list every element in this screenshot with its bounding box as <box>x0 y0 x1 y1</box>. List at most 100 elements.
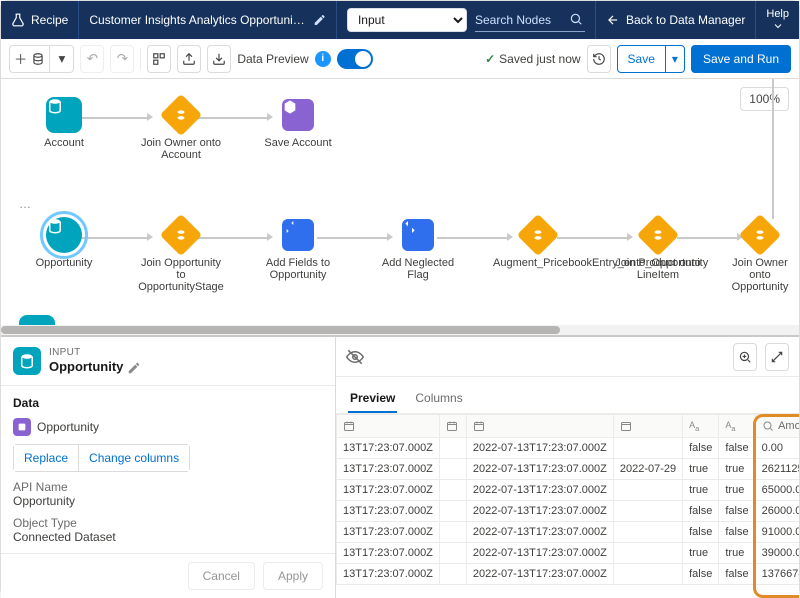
table-row[interactable]: 13T17:23:07.000Z 2022-07-13T17:23:07.000Z… <box>337 437 800 458</box>
cell: 65000.00 <box>755 479 799 500</box>
cell: 2022-07-29 <box>613 458 682 479</box>
apply-button[interactable]: Apply <box>263 562 323 590</box>
cell: false <box>719 521 755 542</box>
node-opportunity[interactable]: Opportunity <box>19 217 109 269</box>
zoom-icon <box>738 350 752 364</box>
preview-tabs: Preview Columns <box>336 377 799 414</box>
object-label: Opportunity <box>37 420 99 434</box>
cell: 39000.00 <box>755 542 799 563</box>
node-augment-pricebook[interactable]: Augment_PricebookEntry_onto_Opportunity <box>493 217 583 269</box>
table-row[interactable]: 13T17:23:07.000Z2022-07-13T17:23:07.000Z… <box>337 479 800 500</box>
node-account[interactable]: Account <box>19 97 109 149</box>
cell: 2022-07-13T17:23:07.000Z <box>466 437 613 458</box>
replace-button[interactable]: Replace <box>14 445 79 471</box>
cell: 2022-07-13T17:23:07.000Z <box>466 521 613 542</box>
cell: true <box>719 479 755 500</box>
table-row[interactable]: 13T17:23:07.000Z2022-07-13T17:23:07.000Z… <box>337 521 800 542</box>
canvas[interactable]: 100% Account Join Owner onto Account Sav… <box>1 79 799 337</box>
node-add-neglected[interactable]: Add Neglected Flag <box>373 217 463 281</box>
add-node-menu-button[interactable]: ▾ <box>50 45 74 73</box>
node-join-product[interactable]: Join Product onto LineItem <box>613 217 703 281</box>
cancel-button[interactable]: Cancel <box>188 562 255 590</box>
column-header[interactable] <box>439 415 466 438</box>
import-button[interactable] <box>207 45 231 73</box>
table-row[interactable]: 13T17:23:07.000Z 2022-07-13T17:23:07.000Z… <box>337 500 800 521</box>
tab-columns[interactable]: Columns <box>413 385 464 413</box>
node-label: Save Account <box>253 137 343 149</box>
layout-button[interactable] <box>147 45 171 73</box>
history-button[interactable] <box>587 45 611 73</box>
tab-preview[interactable]: Preview <box>348 385 397 413</box>
details-footer: Cancel Apply <box>1 553 335 598</box>
output-icon <box>282 99 298 115</box>
search-wrap <box>475 8 585 32</box>
cell: false <box>683 500 719 521</box>
preview-toggle[interactable] <box>337 49 373 69</box>
expand-button[interactable] <box>765 343 789 371</box>
cell <box>439 458 466 479</box>
cell: true <box>683 542 719 563</box>
canvas-scrollbar[interactable] <box>1 325 799 335</box>
edit-title-icon[interactable] <box>313 13 326 27</box>
cell: 0.00 <box>755 437 799 458</box>
data-preview-label: Data Preview <box>237 52 308 66</box>
object-mini-icon <box>13 418 31 436</box>
cell: 2022-07-13T17:23:07.000Z <box>466 500 613 521</box>
cell <box>439 500 466 521</box>
table-row[interactable]: 13T17:23:07.000Z2022-07-13T17:23:07.000Z… <box>337 563 800 584</box>
change-columns-button[interactable]: Change columns <box>79 445 189 471</box>
help-cell[interactable]: Help <box>756 1 799 39</box>
cell <box>439 563 466 584</box>
visibility-icon[interactable] <box>346 348 364 366</box>
check-icon: ✓ <box>485 52 495 66</box>
cell <box>439 479 466 500</box>
export-button[interactable] <box>177 45 201 73</box>
column-header[interactable] <box>337 415 440 438</box>
zoom-indicator[interactable]: 100% <box>740 87 789 111</box>
node-label: Account <box>19 137 109 149</box>
object-type-key: Object Type <box>13 516 323 530</box>
node-type-select[interactable]: Input <box>347 8 467 32</box>
cell: 13T17:23:07.000Z <box>337 479 440 500</box>
cell: 2022-07-13T17:23:07.000Z <box>466 458 613 479</box>
node-picker-cell: Input <box>337 1 596 39</box>
node-join-owner-opp[interactable]: Join Owner onto Opportunity <box>721 217 799 293</box>
info-icon[interactable]: i <box>315 51 331 67</box>
node-join-opp-stage[interactable]: Join Opportunity to OpportunityStage <box>136 217 226 293</box>
data-section-title: Data <box>13 396 323 410</box>
table-row[interactable]: 13T17:23:07.000Z2022-07-13T17:23:07.000Z… <box>337 458 800 479</box>
edit-name-icon[interactable] <box>127 361 141 375</box>
search-icon <box>569 12 583 26</box>
cell: false <box>683 437 719 458</box>
add-node-button[interactable]: ＋ <box>9 45 50 73</box>
table-row[interactable]: 13T17:23:07.000Z2022-07-13T17:23:07.000Z… <box>337 542 800 563</box>
flask-icon <box>11 13 25 27</box>
cell: 13T17:23:07.000Z <box>337 500 440 521</box>
redo-button[interactable]: ↷ <box>110 45 134 73</box>
column-header[interactable] <box>613 415 682 438</box>
undo-button[interactable]: ↶ <box>80 45 104 73</box>
column-header[interactable] <box>466 415 613 438</box>
join-icon <box>174 108 188 122</box>
save-button[interactable]: Save <box>617 45 666 73</box>
node-save-account[interactable]: Save Account <box>253 97 343 149</box>
cell: 13T17:23:07.000Z <box>337 437 440 458</box>
preview-toolbar <box>336 337 799 377</box>
cell: true <box>719 542 755 563</box>
node-join-owner-account[interactable]: Join Owner onto Account <box>136 97 226 161</box>
join-icon <box>174 228 188 242</box>
save-and-run-button[interactable]: Save and Run <box>691 45 791 73</box>
back-label: Back to Data Manager <box>626 13 745 27</box>
save-menu-button[interactable]: ▾ <box>666 45 685 73</box>
column-header[interactable]: Aa <box>683 415 719 438</box>
data-grid[interactable]: Aa Aa Amount CAD 13T17:23:07.000Z 2022-07… <box>336 414 799 598</box>
back-cell[interactable]: Back to Data Manager <box>596 1 756 39</box>
zoom-data-button[interactable] <box>733 343 757 371</box>
node-add-fields[interactable]: Add Fields to Opportunity <box>253 217 343 281</box>
column-header[interactable]: Amount CAD <box>755 415 799 438</box>
cell <box>613 542 682 563</box>
cell: 13T17:23:07.000Z <box>337 563 440 584</box>
join-icon <box>753 228 767 242</box>
column-header[interactable]: Aa <box>719 415 755 438</box>
cell: 91000.00 <box>755 521 799 542</box>
